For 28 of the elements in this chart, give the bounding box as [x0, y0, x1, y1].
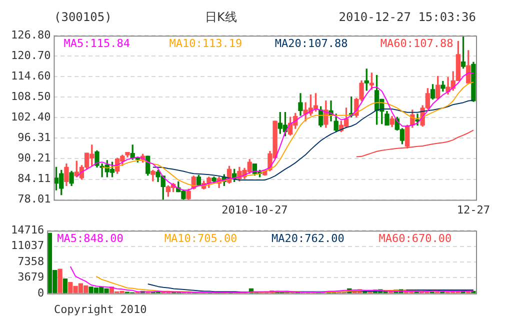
text: MA20:107.88	[274, 36, 348, 50]
y-tick-label: 90.21	[18, 152, 51, 165]
y-tick-label: 84.11	[18, 172, 51, 186]
y-tick-label: 120.70	[10, 48, 51, 62]
y-tick-label: 0	[37, 286, 44, 300]
text: MA5:115.84	[64, 36, 130, 50]
chart-title: (300105)	[54, 9, 112, 26]
text: MA5:848.00	[57, 232, 124, 245]
y-tick-label: 114.60	[10, 70, 51, 83]
text: MA10:705.00	[164, 232, 238, 245]
text: MA60:107.88	[380, 36, 454, 50]
y-tick-label: 14716	[10, 223, 44, 236]
y-tick-label: 78.01	[18, 192, 51, 206]
text: MA10:113.19	[169, 36, 242, 50]
y-tick-label: 7358	[18, 254, 44, 268]
x-tick-label: 12-27	[456, 203, 490, 216]
y-tick-label: 96.31	[18, 131, 51, 144]
text: MA20:762.00	[272, 232, 344, 245]
chart-subtitle: 日K线	[205, 9, 237, 26]
y-tick-label: 3679	[18, 270, 44, 284]
y-tick-label: 102.40	[10, 110, 51, 124]
text: Copyright 2010	[53, 303, 148, 317]
y-tick-label: 108.50	[10, 90, 51, 104]
text: 2010-12-27 15:03:36	[338, 9, 476, 26]
y-tick-label: 11037	[10, 239, 44, 252]
y-tick-label: 126.80	[10, 28, 51, 42]
x-tick-label: 2010-10-27	[222, 203, 288, 216]
text: MA60:670.00	[378, 232, 452, 245]
